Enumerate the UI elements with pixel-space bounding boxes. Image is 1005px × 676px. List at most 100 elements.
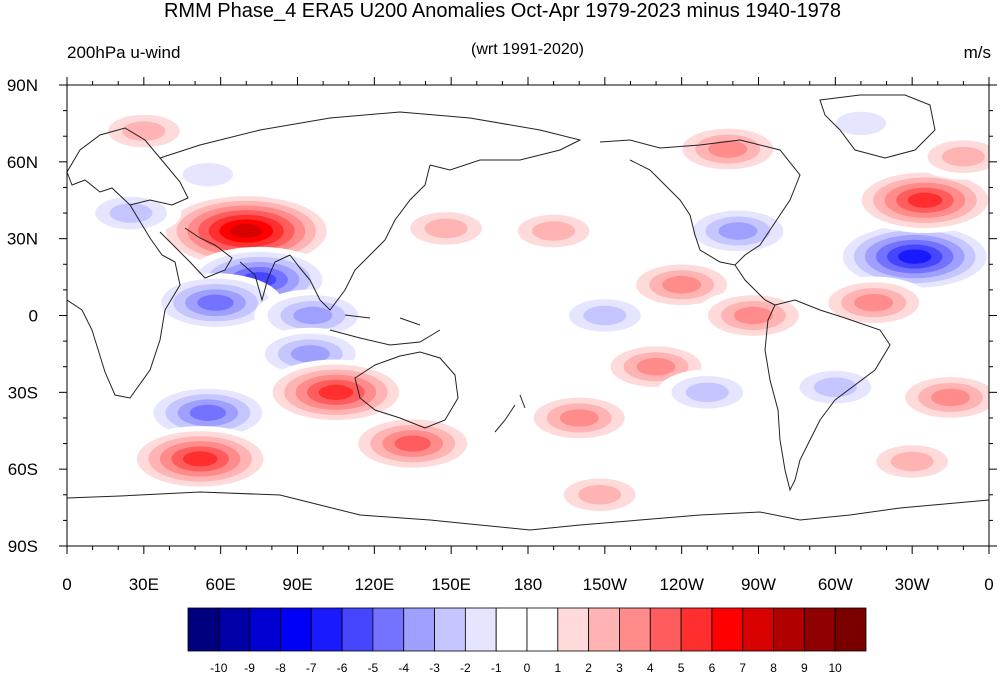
coast-south-america: [764, 299, 891, 492]
x-tick-label: 120W: [659, 575, 703, 594]
y-tick-label: 90N: [7, 76, 38, 95]
anomaly-cell: [861, 438, 963, 485]
anomaly-contour: [718, 222, 758, 240]
anomaly-contour: [424, 218, 468, 239]
anomaly-contour: [685, 382, 729, 403]
colorbar-label: -10: [210, 661, 228, 675]
anomaly-cell: [831, 220, 989, 293]
coast-new-zealand: [494, 394, 526, 433]
colorbar-label: 1: [554, 661, 561, 675]
colorbar-box: [742, 607, 774, 652]
colorbar-label: -6: [337, 661, 348, 675]
coast-north-america: [599, 139, 801, 266]
colorbar-label: 6: [709, 661, 716, 675]
anomaly-cell: [503, 208, 604, 254]
colorbar-box: [588, 607, 620, 652]
colorbar-box: [619, 607, 651, 652]
anomaly-cell: [395, 205, 497, 252]
anomaly-cell: [254, 289, 372, 342]
anomaly-cell: [165, 155, 250, 195]
y-axis-labels: 90N 60N 30N 0 30S 60S 90S: [7, 76, 38, 556]
colorbar-box: [773, 607, 805, 652]
colorbar-box: [310, 607, 343, 652]
anomaly-contour: [898, 249, 932, 264]
coast-africa: [67, 171, 181, 399]
colorbar-label: -5: [368, 661, 379, 675]
units-label: m/s: [963, 43, 991, 62]
anomaly-cell: [913, 133, 989, 180]
axis-ticks: [59, 77, 997, 554]
anomaly-contour: [662, 276, 702, 294]
colorbar-box: [495, 607, 528, 652]
colorbar-label: 4: [647, 661, 654, 675]
anomaly-contour: [854, 293, 894, 312]
anomaly-contour: [293, 306, 333, 325]
x-tick-label: 150W: [583, 575, 627, 594]
colorbar-label: 2: [585, 661, 592, 675]
anomaly-cell: [346, 414, 480, 474]
colorbar-label: -3: [429, 661, 440, 675]
colorbar-label: -8: [275, 661, 286, 675]
x-axis-labels: 0 30E 60E 90E 120E 150E 180 150W 120W 90W 60W 30W 0: [62, 575, 993, 594]
anomaly-contour: [109, 203, 153, 223]
colorbar-box: [526, 607, 559, 652]
colorbar-labels: -10 -9 -8 -7 -6 -5 -4 -3 -2 -1 0 1 2 3 4 5 6 7 8 9 10: [210, 661, 842, 675]
anomaly-cell: [850, 167, 989, 234]
x-tick-label: 30E: [129, 575, 159, 594]
colorbar-box: [680, 607, 713, 652]
x-tick-label: 60W: [818, 575, 853, 594]
colorbar-label: 10: [829, 661, 843, 675]
colorbar-box: [403, 607, 435, 652]
colorbar-box: [249, 607, 281, 652]
coast-indonesia: [329, 314, 441, 346]
anomaly-cell: [148, 273, 283, 333]
anomaly-cell: [669, 122, 787, 176]
anomaly-cell: [679, 204, 797, 258]
colorbar-label: -4: [398, 661, 409, 675]
colorbar-label: 8: [770, 661, 777, 675]
anomaly-contour: [708, 140, 748, 158]
colorbar-label: 0: [524, 661, 531, 675]
anomaly-contour: [941, 146, 985, 167]
y-tick-label: 30S: [8, 383, 38, 402]
x-tick-label: 120E: [354, 575, 394, 594]
anomaly-contour: [578, 485, 622, 505]
x-tick-label: 90E: [282, 575, 312, 594]
anomaly-contour: [394, 435, 431, 452]
center-string: (wrt 1991-2020): [471, 41, 584, 58]
anomaly-cell: [657, 369, 758, 416]
anomaly-cell: [892, 371, 989, 424]
anomaly-contour: [230, 224, 263, 238]
coast-europe: [67, 127, 189, 206]
x-tick-label: 180: [514, 575, 542, 594]
y-tick-label: 60S: [8, 460, 38, 479]
anomaly-cell: [141, 383, 275, 443]
anomaly-contour: [532, 221, 576, 241]
colorbar-label: 5: [678, 661, 685, 675]
colorbar-box: [187, 607, 220, 652]
anomaly-contour: [182, 162, 234, 187]
coastlines: [67, 94, 989, 531]
anomaly-contour: [189, 404, 227, 421]
coast-central-america: [734, 264, 776, 306]
colorbar-box: [341, 607, 374, 652]
anomaly-cell: [520, 391, 638, 445]
y-tick-label: 90S: [8, 537, 38, 556]
anomaly-cell: [261, 359, 411, 426]
anomaly-cell: [80, 190, 182, 236]
coast-greenland: [819, 94, 936, 159]
y-tick-label: 60N: [7, 153, 38, 172]
anomaly-cell: [554, 292, 656, 339]
anomaly-cell: [815, 276, 933, 329]
colorbar-label: -9: [244, 661, 255, 675]
anomaly-layer: [80, 103, 989, 518]
coast-arabia: [159, 227, 233, 279]
anomaly-contour: [890, 451, 934, 472]
anomaly-contour: [290, 345, 330, 363]
x-tick-label: 150E: [431, 575, 471, 594]
colorbar: [187, 607, 867, 652]
x-tick-label: 0: [984, 575, 993, 594]
colorbar-box: [434, 607, 466, 652]
colorbar-label: -2: [460, 661, 471, 675]
